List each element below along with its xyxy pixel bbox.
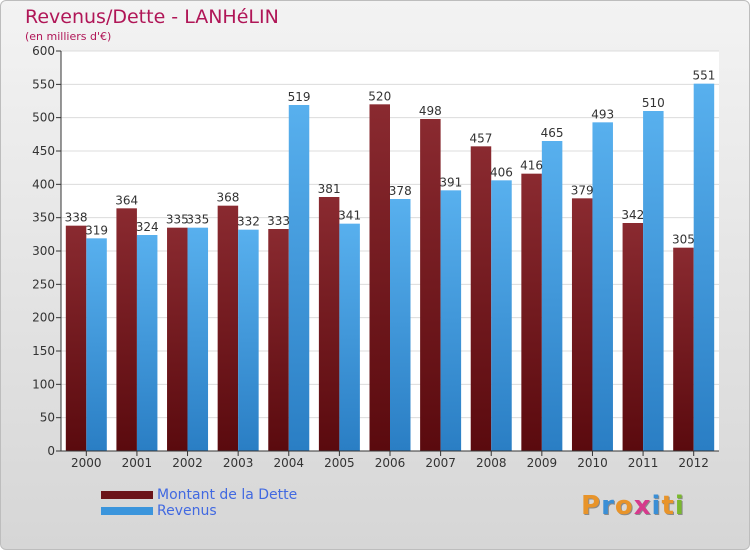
data-label: 510 <box>642 96 665 110</box>
x-tick-label: 2009 <box>527 456 558 470</box>
data-label: 379 <box>571 183 594 197</box>
bar-dette <box>622 223 644 451</box>
bar-revenus <box>136 235 158 451</box>
data-label: 342 <box>621 208 644 222</box>
bar-dette <box>217 205 239 451</box>
data-label: 333 <box>267 214 290 228</box>
x-tick-label: 2005 <box>324 456 355 470</box>
bar-revenus <box>86 238 107 451</box>
data-label: 381 <box>318 182 341 196</box>
x-tick-label: 2011 <box>628 456 659 470</box>
axes: 0 50 100 150 200 250 300 350 400 450 500 550 600 2000… <box>32 44 719 470</box>
bars <box>65 83 715 452</box>
y-tick-label: 600 <box>32 44 55 58</box>
data-label: 493 <box>591 107 614 121</box>
chart-title: Revenus/Dette - LANHéLIN <box>25 6 279 28</box>
proxiti-logo: Proxiti <box>581 491 685 521</box>
chart-subtitle: (en milliers d'€) <box>25 30 112 43</box>
bar-dette <box>268 229 289 451</box>
x-tick-label: 2000 <box>71 456 102 470</box>
y-tick-label: 100 <box>32 377 55 391</box>
legend-label-revenus: Revenus <box>157 503 217 519</box>
data-label: 332 <box>237 215 260 229</box>
data-label: 368 <box>216 191 239 205</box>
bar-dette <box>318 197 340 451</box>
bar-revenus <box>339 223 360 451</box>
bar-dette <box>673 247 694 451</box>
x-tick-label: 2006 <box>375 456 406 470</box>
data-label: 305 <box>672 233 695 247</box>
bar-revenus <box>693 83 715 452</box>
bar-revenus <box>491 180 512 452</box>
bar-revenus <box>390 199 411 451</box>
bar-revenus <box>643 111 664 451</box>
legend-swatch-dette <box>101 491 153 499</box>
x-tick-label: 2003 <box>223 456 254 470</box>
data-label: 465 <box>541 126 564 140</box>
bar-dette <box>571 198 593 451</box>
bar-dette <box>167 227 188 451</box>
data-label: 498 <box>419 104 442 118</box>
data-label: 391 <box>439 175 462 189</box>
bar-revenus <box>541 141 563 451</box>
y-tick-label: 300 <box>32 244 55 258</box>
bar-dette <box>116 208 137 451</box>
bar-dette <box>65 225 87 451</box>
bar-revenus <box>187 227 209 451</box>
y-tick-label: 550 <box>32 77 55 91</box>
y-tick-label: 350 <box>32 211 55 225</box>
data-label: 364 <box>115 193 138 207</box>
data-label: 335 <box>166 213 189 227</box>
y-tick-label: 200 <box>32 311 55 325</box>
bar-dette <box>521 173 542 451</box>
data-label: 324 <box>136 220 159 234</box>
data-label: 406 <box>490 165 513 179</box>
y-tick-label: 150 <box>32 344 55 358</box>
data-label: 319 <box>85 223 108 237</box>
bar-revenus <box>592 122 613 451</box>
y-tick-label: 250 <box>32 277 55 291</box>
bar-revenus <box>238 229 259 451</box>
data-label: 341 <box>338 209 361 223</box>
data-label: 335 <box>186 213 209 227</box>
x-tick-label: 2008 <box>476 456 507 470</box>
data-label: 416 <box>520 159 543 173</box>
data-label: 378 <box>389 184 412 198</box>
data-label: 551 <box>692 69 715 83</box>
legend-swatch-revenus <box>101 507 153 515</box>
y-tick-label: 400 <box>32 177 55 191</box>
x-tick-label: 2002 <box>172 456 203 470</box>
y-tick-label: 50 <box>40 411 55 425</box>
data-label: 338 <box>65 211 88 225</box>
data-label: 457 <box>470 131 493 145</box>
x-tick-label: 2010 <box>577 456 608 470</box>
x-tick-label: 2004 <box>273 456 304 470</box>
data-label: 520 <box>368 89 391 103</box>
bar-revenus <box>440 190 462 452</box>
data-label: 519 <box>288 90 311 104</box>
y-tick-label: 0 <box>47 444 55 458</box>
bar-dette <box>470 146 492 452</box>
bar-dette <box>420 119 441 451</box>
bar-dette <box>369 104 390 451</box>
x-tick-label: 2012 <box>678 456 709 470</box>
x-tick-label: 2001 <box>122 456 153 470</box>
bar-revenus <box>288 105 310 451</box>
legend-label-dette: Montant de la Dette <box>157 487 298 503</box>
x-tick-label: 2007 <box>425 456 456 470</box>
y-tick-label: 450 <box>32 144 55 158</box>
y-tick-label: 500 <box>32 111 55 125</box>
